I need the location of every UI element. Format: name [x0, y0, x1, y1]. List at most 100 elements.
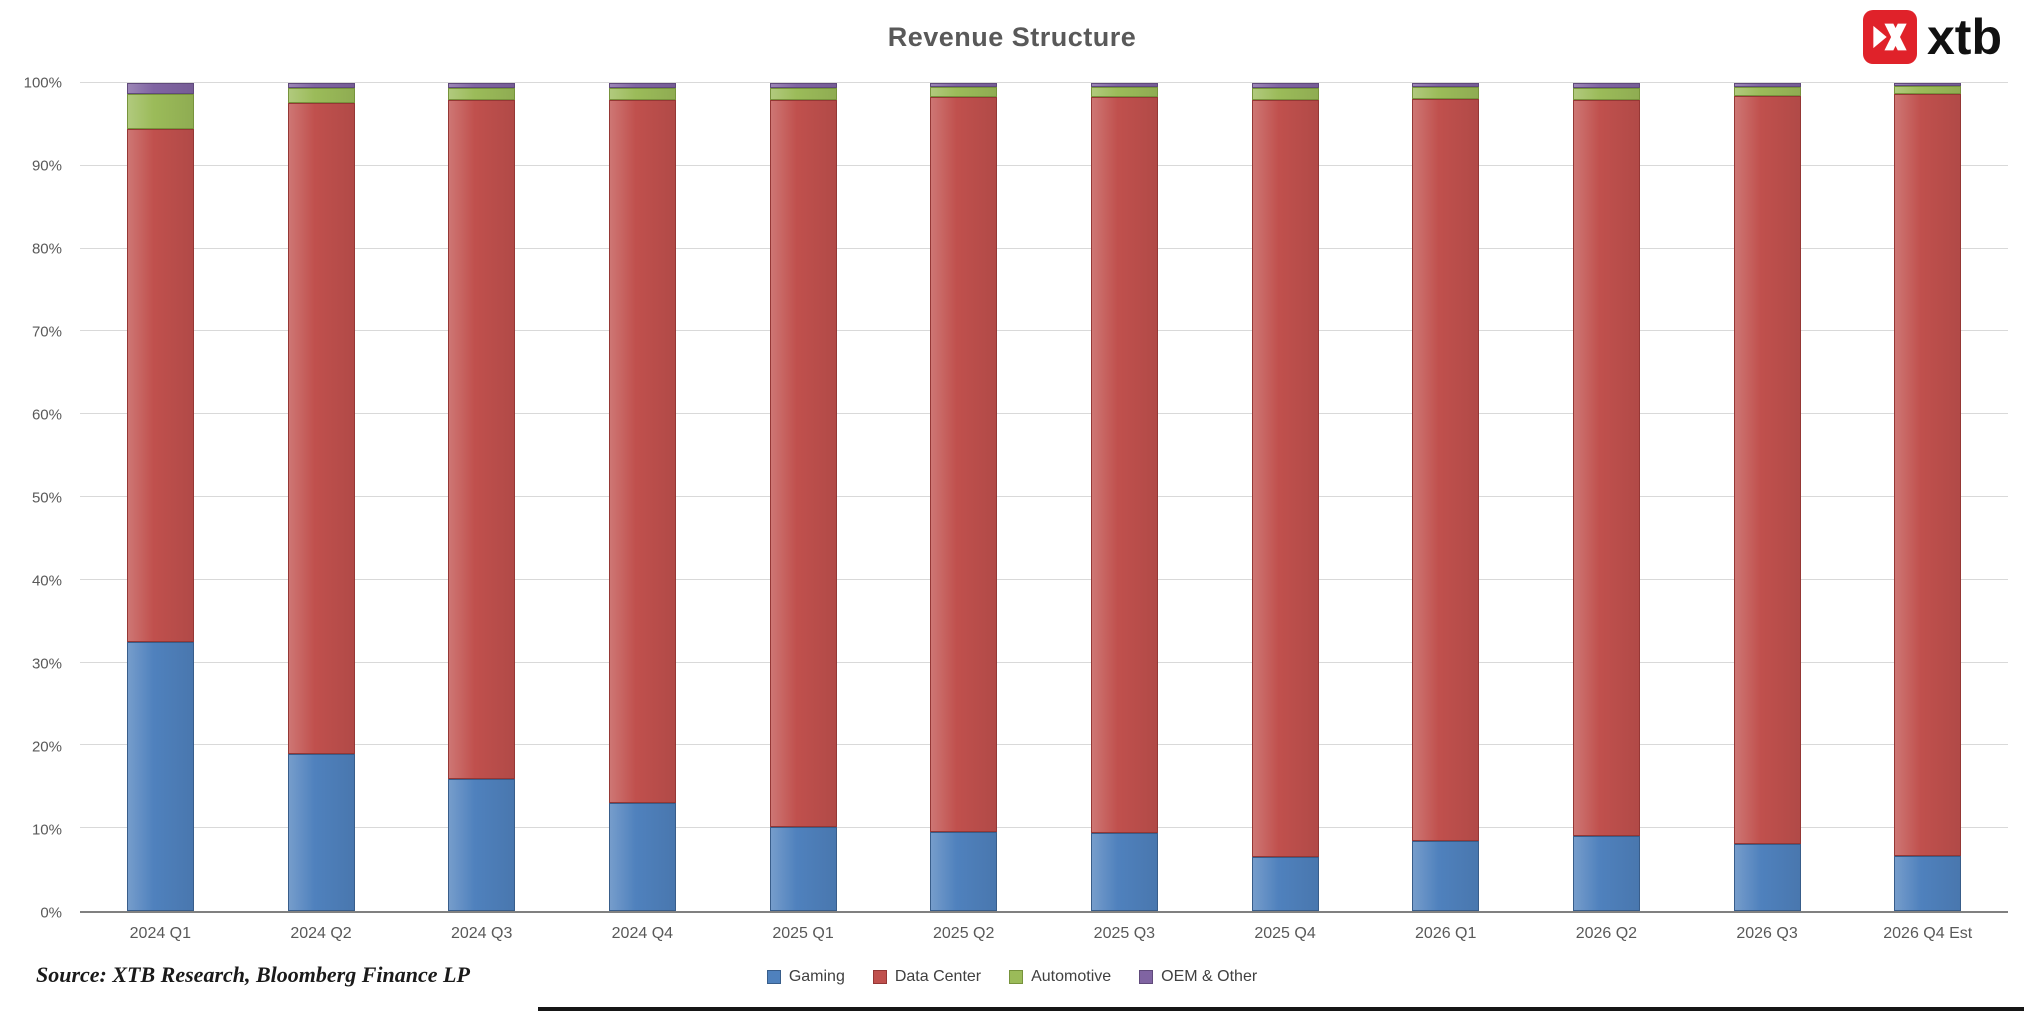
- bar-segment-data-center: [769, 100, 837, 827]
- y-axis-label: 0%: [40, 904, 62, 922]
- legend-item-oem-other: OEM & Other: [1139, 968, 1257, 986]
- bar-column: [1847, 83, 2008, 911]
- bar-segment-automotive: [1412, 87, 1480, 99]
- bar-segment-oem-other: [287, 83, 355, 88]
- bar-segment-automotive: [608, 88, 676, 101]
- bar-column: [80, 83, 241, 911]
- bar-column: [1205, 83, 1366, 911]
- legend-label: OEM & Other: [1161, 968, 1258, 985]
- bar-segment-automotive: [769, 88, 837, 101]
- x-axis-label: 2024 Q3: [450, 925, 513, 942]
- bar-segment-oem-other: [126, 83, 194, 94]
- bar-segment-automotive: [448, 88, 516, 101]
- x-axis: 2024 Q1 2024 Q2 2024 Q3 2024 Q4 2025 Q1 2025 …: [80, 925, 2008, 943]
- bar-segment-oem-other: [1412, 83, 1480, 88]
- y-axis: 0% 10% 20% 30% 40% 50% 60% 70% 80% 90% 100%: [0, 75, 70, 922]
- legend-swatch-automotive: [1009, 970, 1024, 984]
- y-axis-label: 20%: [31, 738, 62, 756]
- bar-column: [241, 83, 402, 911]
- bar-segment-oem-other: [448, 83, 516, 88]
- xtb-logo-text: xtb: [1927, 9, 2002, 65]
- stacked-bar: [1894, 83, 1962, 911]
- stacked-bar: [126, 83, 194, 911]
- bar-column: [723, 83, 884, 911]
- bar-segment-data-center: [608, 100, 676, 803]
- xtb-logo-icon: [1863, 10, 1917, 64]
- stacked-bar: [608, 83, 676, 911]
- bar-segment-data-center: [448, 100, 516, 779]
- y-axis-label: 80%: [31, 240, 62, 258]
- gridline: [80, 744, 2008, 746]
- bar-segment-gaming: [769, 826, 837, 911]
- legend-label: Automotive: [1031, 968, 1112, 985]
- source-note: Source: XTB Research, Bloomberg Finance …: [36, 962, 470, 987]
- bar-column: [1526, 83, 1687, 911]
- x-axis-label: 2024 Q2: [290, 925, 352, 942]
- bar-segment-data-center: [287, 102, 355, 754]
- bar-segment-data-center: [1733, 96, 1801, 844]
- stacked-bar: [1733, 83, 1801, 911]
- plot-area: [80, 82, 2008, 913]
- bar-segment-gaming: [1894, 855, 1962, 911]
- legend-label: Gaming: [788, 968, 845, 985]
- bar-segment-data-center: [1894, 93, 1962, 856]
- bar-segment-automotive: [1251, 88, 1319, 101]
- bar-segment-data-center: [1572, 99, 1640, 836]
- bar-segment-gaming: [448, 778, 516, 911]
- gridline: [80, 413, 2008, 415]
- bar-segment-data-center: [930, 97, 998, 832]
- x-axis-label: 2026 Q4 Est: [1883, 925, 1973, 942]
- y-axis-label: 50%: [31, 489, 62, 507]
- bar-segment-oem-other: [1572, 83, 1640, 88]
- legend-item-data-center: Data Center: [872, 968, 982, 986]
- bar-segment-data-center: [1251, 100, 1319, 858]
- bar-segment-oem-other: [769, 83, 837, 88]
- x-axis-label: 2026 Q3: [1736, 925, 1798, 942]
- bar-segment-gaming: [1412, 840, 1480, 911]
- gridline: [80, 330, 2008, 332]
- chart-title: Revenue Structure: [887, 22, 1137, 52]
- bar-segment-data-center: [126, 128, 194, 642]
- stacked-bar: [1090, 83, 1158, 911]
- bar-segment-data-center: [1412, 98, 1480, 841]
- x-axis-label: 2026 Q1: [1415, 925, 1477, 942]
- bar-segment-gaming: [1572, 835, 1640, 911]
- bar-segment-oem-other: [1894, 83, 1962, 86]
- stacked-bar: [287, 83, 355, 911]
- legend-swatch-oem-other: [1139, 970, 1154, 984]
- gridline: [80, 247, 2008, 249]
- bar-segment-oem-other: [930, 83, 998, 88]
- y-axis-label: 10%: [31, 821, 62, 839]
- x-axis-label: 2024 Q4: [611, 925, 674, 942]
- gridline: [80, 82, 2008, 83]
- stacked-bar: [1251, 83, 1319, 911]
- stacked-bar: [930, 83, 998, 911]
- bar-segment-oem-other: [1733, 83, 1801, 88]
- gridline: [80, 164, 2008, 166]
- y-axis-label: 60%: [31, 406, 62, 424]
- bar-segment-oem-other: [1251, 83, 1319, 88]
- stacked-bar: [769, 83, 837, 911]
- bar-segment-data-center: [1090, 97, 1158, 834]
- xtb-logo: xtb: [1863, 10, 2002, 64]
- bottom-divider: [538, 1007, 2024, 1011]
- bar-column: [562, 83, 723, 911]
- bar-column: [401, 83, 562, 911]
- legend-swatch-data-center: [872, 970, 887, 984]
- bar-segment-automotive: [287, 88, 355, 103]
- bar-segment-gaming: [126, 641, 194, 911]
- x-axis-label: 2026 Q2: [1575, 925, 1638, 942]
- x-axis-label: 2024 Q1: [129, 925, 192, 942]
- bar-segment-automotive: [1090, 87, 1158, 98]
- bar-segment-automotive: [930, 87, 998, 98]
- legend-label: Data Center: [894, 968, 982, 985]
- gridline: [80, 661, 2008, 663]
- bar-segment-automotive: [1894, 85, 1962, 94]
- bar-segment-gaming: [930, 831, 998, 911]
- bar-segment-gaming: [287, 753, 355, 911]
- bars-container: [80, 83, 2008, 911]
- bar-column: [883, 83, 1044, 911]
- gridline: [80, 578, 2008, 580]
- bar-segment-gaming: [608, 802, 676, 911]
